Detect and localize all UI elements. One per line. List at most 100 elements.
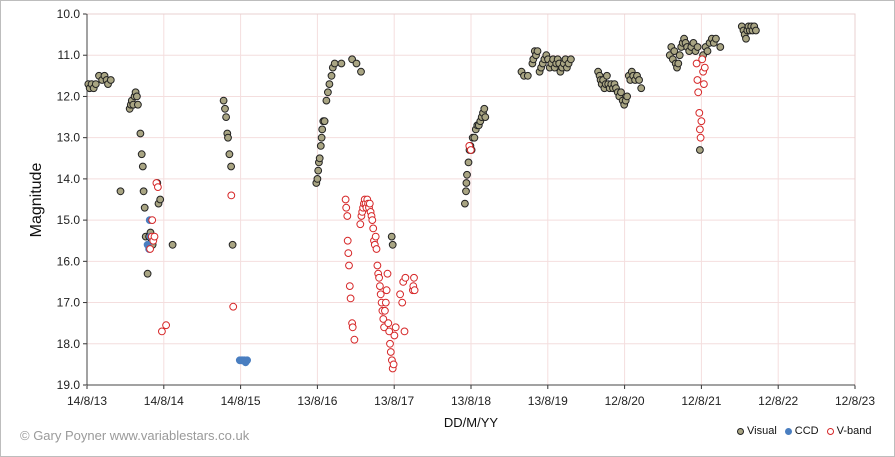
visual-point <box>387 232 396 241</box>
v-band-point <box>372 245 381 253</box>
v-band-point <box>342 203 351 212</box>
visual-point <box>567 55 575 64</box>
visual-point <box>693 43 702 51</box>
x-tick-label: 13/8/16 <box>297 394 337 408</box>
data-marks <box>84 22 760 373</box>
visual-point <box>314 166 323 175</box>
v-band-point <box>381 306 389 315</box>
v-band-point <box>692 59 701 68</box>
visual-point <box>133 92 141 101</box>
visual-point <box>322 96 331 105</box>
v-band-point <box>390 331 399 340</box>
x-tick-label: 13/8/17 <box>374 394 414 408</box>
v-band-point <box>381 298 390 307</box>
v-band-point <box>398 298 407 307</box>
v-band-point <box>466 146 475 154</box>
v-band-point <box>148 216 157 225</box>
v-band-point <box>371 232 380 241</box>
v-band-point <box>696 133 705 142</box>
legend-item-visual: Visual <box>737 425 777 437</box>
v-band-point <box>346 294 355 303</box>
visual-point <box>462 187 470 196</box>
visual-point <box>481 113 490 121</box>
v-band-point <box>375 273 384 282</box>
visual-point <box>716 43 725 51</box>
v-band-point <box>700 80 708 88</box>
visual-point <box>325 80 334 88</box>
v-band-point <box>376 282 384 291</box>
visual-point <box>116 187 125 196</box>
visual-point <box>136 129 145 138</box>
v-band-point <box>343 212 352 220</box>
v-band-point <box>154 183 162 192</box>
v-band-point <box>401 273 410 282</box>
series-v-band <box>146 55 709 373</box>
y-tick-label: 13.0 <box>57 131 81 145</box>
copyright-text: © Gary Poyner www.variablestars.co.uk <box>20 428 250 443</box>
visual-point <box>317 133 326 142</box>
v-band-point <box>391 323 400 332</box>
visual-point <box>603 71 611 80</box>
visual-point <box>320 117 329 126</box>
v-band-point <box>344 249 353 258</box>
visual-point <box>461 199 469 208</box>
v-band-point <box>695 109 704 117</box>
legend-label-visual: Visual <box>747 425 777 437</box>
series-visual <box>84 22 760 278</box>
v-band-point <box>383 269 392 278</box>
v-band-point <box>386 348 395 356</box>
visual-point <box>156 195 165 204</box>
visual-point <box>225 150 234 159</box>
visual-point <box>712 34 720 43</box>
v-band-point <box>410 286 419 295</box>
visual-point <box>752 26 760 35</box>
visual-point <box>227 162 236 171</box>
v-band-point <box>389 360 398 369</box>
v-band-point <box>694 88 703 97</box>
v-band-point <box>229 302 238 311</box>
visual-point <box>352 59 361 68</box>
ccd-point <box>243 356 252 365</box>
axes <box>83 13 856 389</box>
legend-item-ccd: CCD <box>784 425 819 437</box>
visual-point <box>139 187 148 196</box>
x-tick-label: 14/8/15 <box>221 394 261 408</box>
v-band-point <box>373 261 382 270</box>
visual-point <box>330 59 339 68</box>
x-tick-label: 12/8/22 <box>758 394 798 408</box>
y-tick-label: 18.0 <box>57 337 81 351</box>
x-tick-label: 12/8/20 <box>605 394 645 408</box>
x-tick-label: 13/8/18 <box>451 394 491 408</box>
v-band-point <box>345 282 354 291</box>
y-tick-label: 11.0 <box>58 48 81 62</box>
v-band-point <box>386 339 394 348</box>
v-band-point <box>693 76 702 84</box>
visual-point <box>533 47 542 55</box>
v-band-point <box>369 224 378 233</box>
visual-point <box>523 71 532 80</box>
v-band-point <box>341 195 350 204</box>
v-band-point <box>698 55 707 64</box>
y-tick-label: 10.0 <box>57 7 81 21</box>
v-band-point <box>162 321 171 330</box>
visual-point <box>315 154 324 163</box>
legend-label-vband: V-band <box>836 425 872 437</box>
legend-label-ccd: CCD <box>794 425 819 437</box>
y-tick-label: 19.0 <box>57 378 81 392</box>
v-band-point <box>150 232 159 241</box>
v-band-point <box>376 290 385 299</box>
y-tick-label: 16.0 <box>57 254 81 268</box>
visual-point <box>134 100 142 109</box>
grid-lines <box>87 14 855 385</box>
legend-item-vband: V-band <box>826 425 872 437</box>
x-tick-label: 12/8/21 <box>681 394 721 408</box>
visual-point <box>318 125 327 134</box>
visual-point <box>337 59 346 68</box>
y-tick-label: 14.0 <box>57 172 81 186</box>
v-band-point <box>379 315 388 323</box>
visual-point <box>674 59 683 68</box>
v-band-point <box>396 290 405 299</box>
x-tick-label: 12/8/23 <box>835 394 875 408</box>
